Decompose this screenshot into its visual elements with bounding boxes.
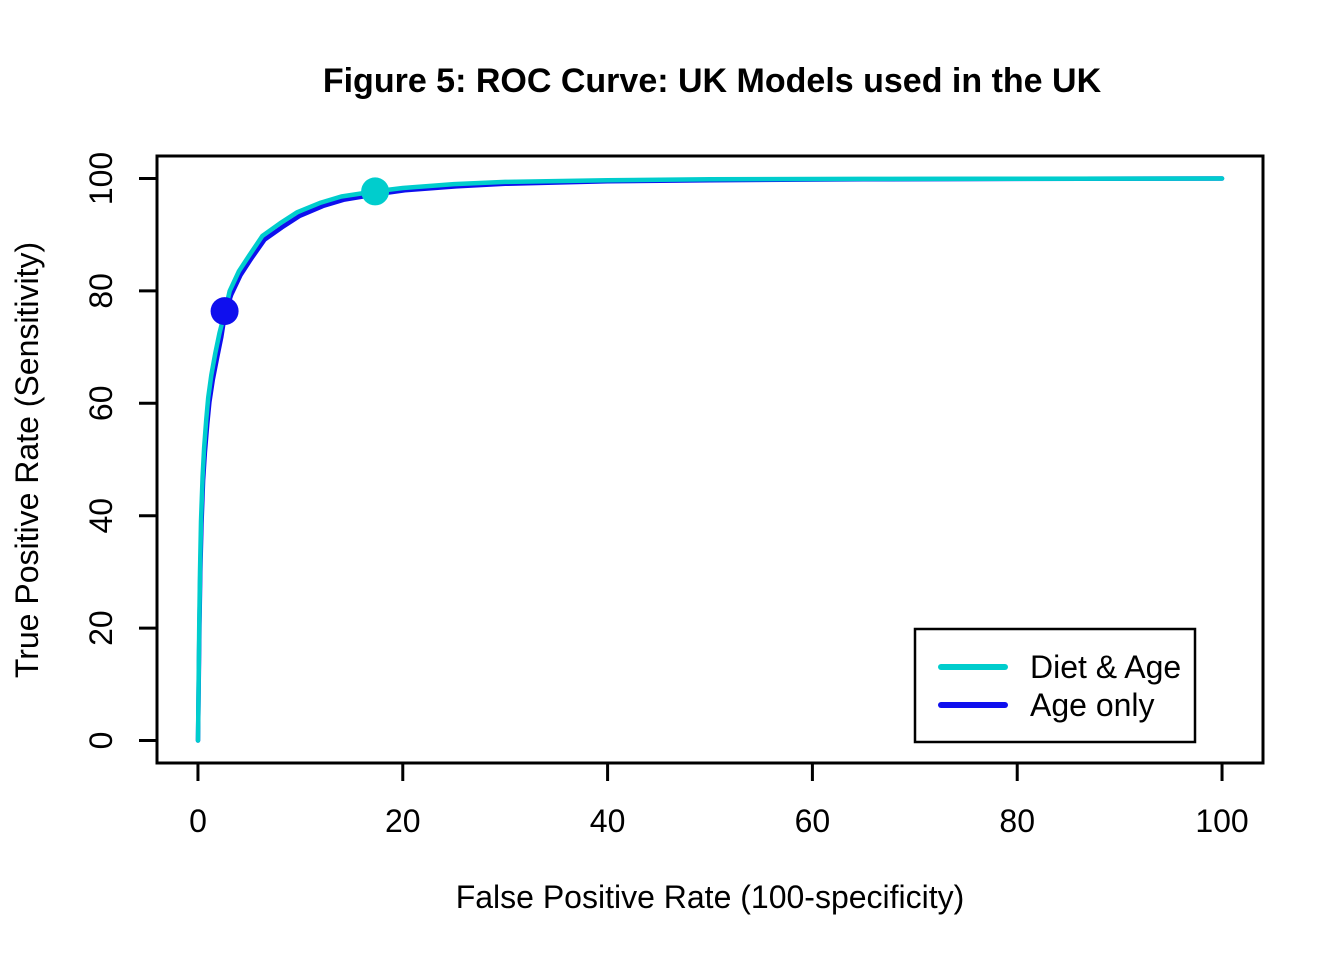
x-tick-label: 20 xyxy=(385,803,421,839)
y-tick-label: 20 xyxy=(83,610,119,646)
plot-area-box xyxy=(155,154,1265,765)
legend-box xyxy=(913,627,1197,744)
y-tick-label: 0 xyxy=(83,732,119,750)
x-tick-label: 80 xyxy=(999,803,1035,839)
y-tick-label: 80 xyxy=(83,273,119,309)
chart-title: Figure 5: ROC Curve: UK Models used in t… xyxy=(323,62,1102,100)
x-tick-label: 40 xyxy=(590,803,626,839)
series-layer xyxy=(195,176,1225,743)
legend: Diet & Age Age only xyxy=(913,627,1197,744)
x-tick-label: 0 xyxy=(189,803,207,839)
series-line-diet-age xyxy=(195,176,1225,743)
x-tick-label: 60 xyxy=(795,803,831,839)
y-tick-label: 60 xyxy=(83,385,119,421)
marker-layer xyxy=(210,177,390,326)
marker-diet-age xyxy=(361,177,390,206)
x-tick-label: 100 xyxy=(1195,803,1248,839)
x-axis-title: False Positive Rate (100-specificity) xyxy=(456,879,965,915)
y-tick-label: 100 xyxy=(83,152,119,205)
marker-age-only xyxy=(210,297,239,326)
legend-label-diet-age: Diet & Age xyxy=(1030,649,1181,685)
y-axis: 0 20 40 60 80 100 xyxy=(83,152,157,750)
y-axis-title: True Positive Rate (Sensitivity) xyxy=(9,242,45,678)
legend-label-age-only: Age only xyxy=(1030,687,1155,723)
y-tick-label: 40 xyxy=(83,498,119,534)
x-axis: 0 20 40 60 80 100 xyxy=(189,763,1249,839)
